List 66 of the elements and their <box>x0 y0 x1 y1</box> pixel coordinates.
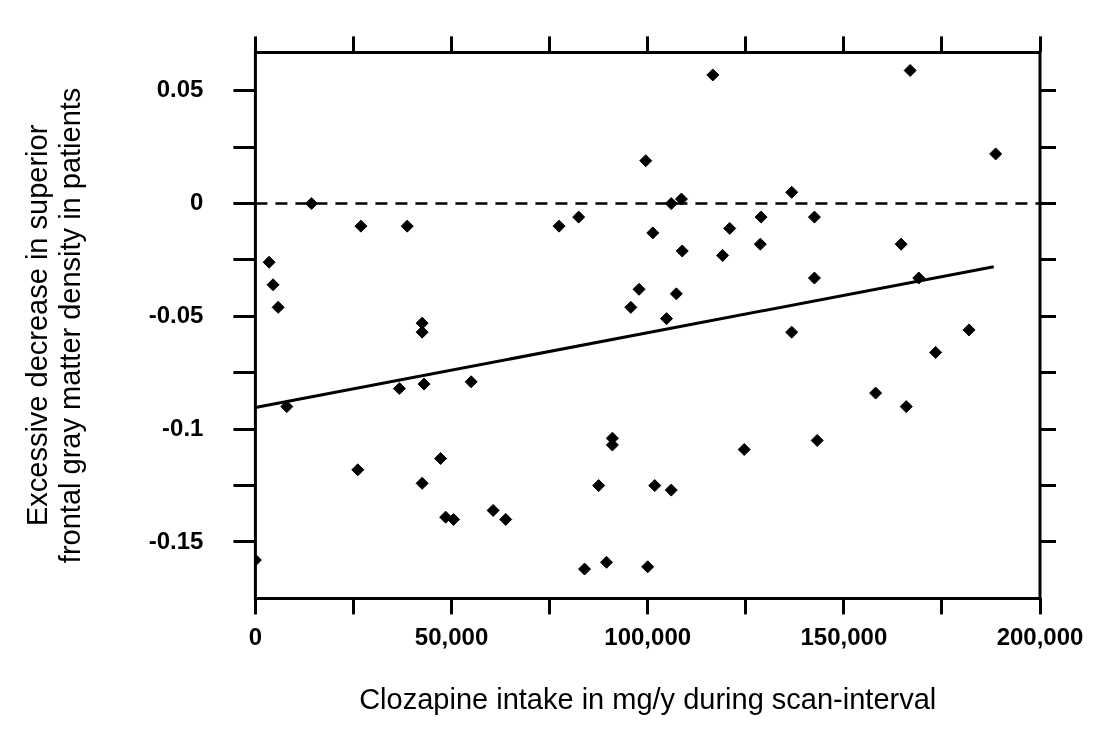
y-tick-label: 0 <box>190 188 204 216</box>
y-tick-label: -0.15 <box>148 526 204 554</box>
point <box>807 271 821 285</box>
x-tick-label: 200,000 <box>996 623 1084 651</box>
y-tick-label: 0.05 <box>156 75 204 103</box>
point <box>572 210 586 224</box>
point <box>266 278 280 292</box>
point <box>600 555 614 569</box>
point <box>753 237 767 251</box>
point <box>417 377 431 391</box>
point <box>592 479 606 493</box>
point <box>903 63 917 77</box>
point <box>486 503 500 517</box>
point <box>439 510 453 524</box>
x-tick-label: 150,000 <box>800 623 888 651</box>
point <box>400 219 414 233</box>
point <box>464 375 478 389</box>
point <box>894 237 908 251</box>
point <box>354 219 368 233</box>
point <box>716 248 730 262</box>
point <box>737 442 751 456</box>
point <box>929 345 943 359</box>
point <box>912 271 926 285</box>
y-tick-label: -0.05 <box>148 301 204 328</box>
point <box>447 512 461 526</box>
point <box>669 287 683 301</box>
point <box>552 219 566 233</box>
point <box>785 185 799 199</box>
point <box>632 282 646 296</box>
point <box>271 300 285 314</box>
point <box>989 147 1003 161</box>
point <box>675 244 689 258</box>
point <box>392 382 406 396</box>
point <box>754 210 768 224</box>
point <box>415 476 429 490</box>
point <box>262 255 276 269</box>
point <box>810 433 824 447</box>
x-axis-title: Clozapine intake in mg/y during scan-interval <box>359 682 937 715</box>
point <box>785 325 799 339</box>
point <box>415 316 429 330</box>
point <box>624 300 638 314</box>
point <box>280 400 294 414</box>
point <box>899 400 913 414</box>
point <box>646 226 660 240</box>
point <box>706 68 720 82</box>
point <box>664 197 678 211</box>
point <box>578 562 592 576</box>
x-tick-label: 50,000 <box>414 623 489 651</box>
point <box>351 463 365 477</box>
point <box>639 154 653 168</box>
x-tick-label: 100,000 <box>604 623 692 651</box>
point <box>664 483 678 497</box>
y-axis-title: Excessive decrease in superior frontal gray matter density in patients <box>20 87 87 564</box>
point <box>648 479 662 493</box>
point <box>869 386 883 400</box>
point <box>674 192 688 206</box>
point <box>962 323 976 337</box>
point <box>723 221 737 235</box>
point <box>434 452 448 466</box>
point <box>415 325 429 339</box>
y-tick-label: -0.1 <box>162 413 204 441</box>
point <box>641 560 655 574</box>
point <box>660 312 674 326</box>
point <box>807 210 821 224</box>
point <box>499 512 513 526</box>
x-tick-label: 0 <box>248 623 263 651</box>
